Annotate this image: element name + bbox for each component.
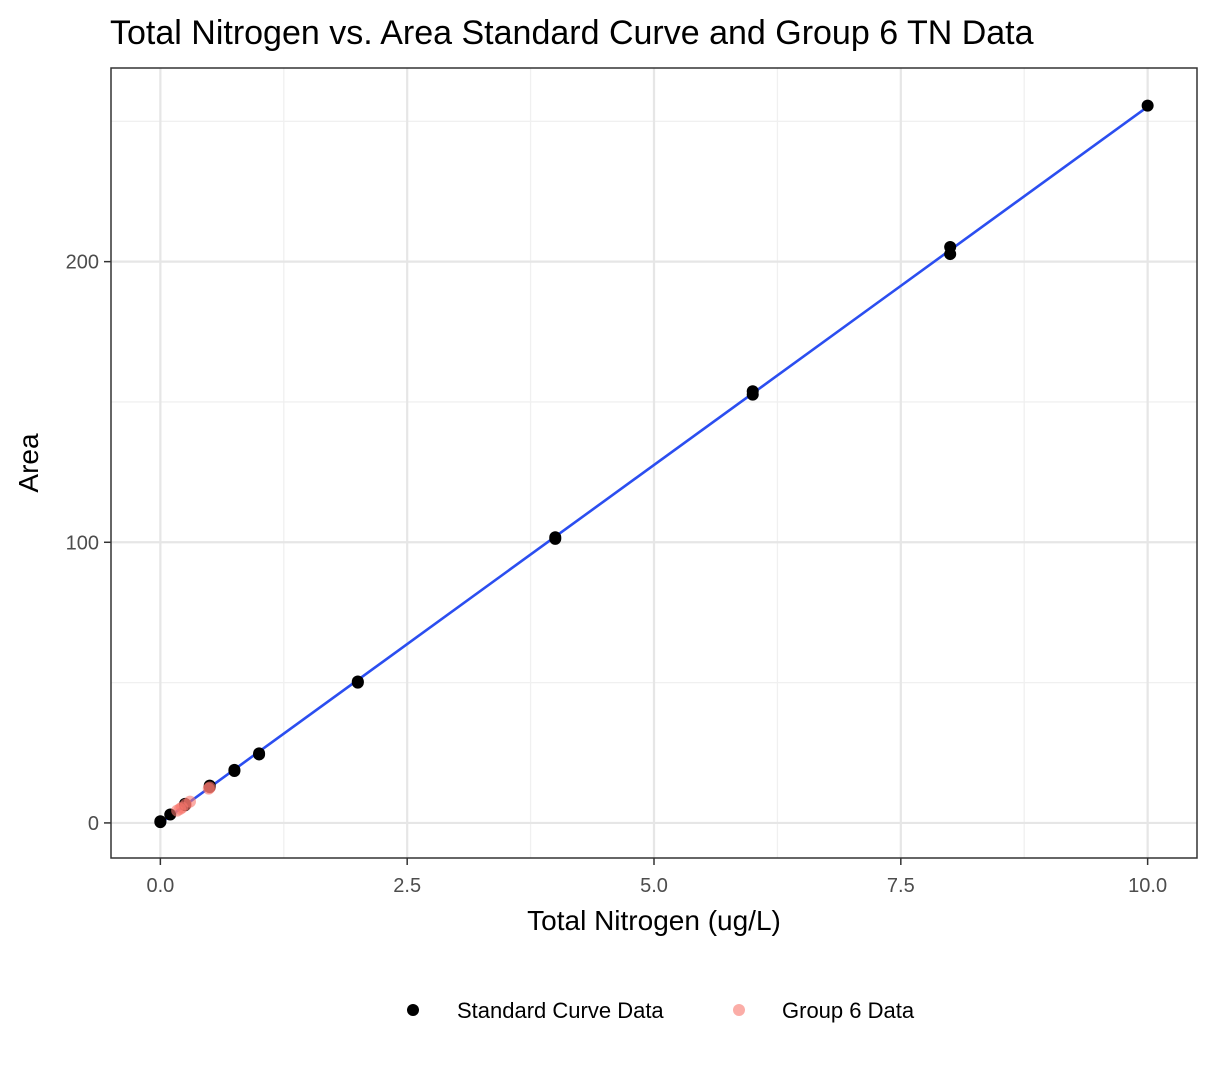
standard-curve-point [351,675,364,688]
chart-title: Total Nitrogen vs. Area Standard Curve a… [110,14,1034,52]
y-axis-title: Area [13,433,44,493]
legend-key [407,1004,419,1016]
y-tick-label: 100 [66,532,99,554]
standard-curve-point [746,385,759,398]
x-tick-label: 2.5 [393,875,421,897]
legend-label: Standard Curve Data [457,998,664,1023]
x-tick-label: 7.5 [887,875,915,897]
x-axis-title: Total Nitrogen (ug/L) [527,905,781,936]
standard-curve-point [1141,99,1154,112]
standard-curve-point [549,531,562,544]
points-layer [154,99,1154,829]
grid-layer [111,68,1197,858]
fit-line-layer [159,105,1149,825]
group6-point [183,795,196,808]
standard-curve-point [228,763,241,776]
regression-line [159,105,1149,825]
ticks-layer: 0.0 2.5 5.0 7.5 10.0 0 100 200 [66,252,1167,897]
standard-curve-point [154,815,167,828]
legend-label: Group 6 Data [782,998,915,1023]
standard-curve-point [253,747,266,760]
x-tick-label: 10.0 [1128,875,1167,897]
x-tick-label: 5.0 [640,875,668,897]
y-tick-label: 0 [88,813,99,835]
x-tick-label: 0.0 [146,875,174,897]
legend: Standard Curve Data Group 6 Data [407,998,915,1023]
standard-curve-point [944,241,957,254]
legend-key [733,1004,745,1016]
y-tick-label: 200 [66,252,99,274]
group6-point [203,781,216,794]
